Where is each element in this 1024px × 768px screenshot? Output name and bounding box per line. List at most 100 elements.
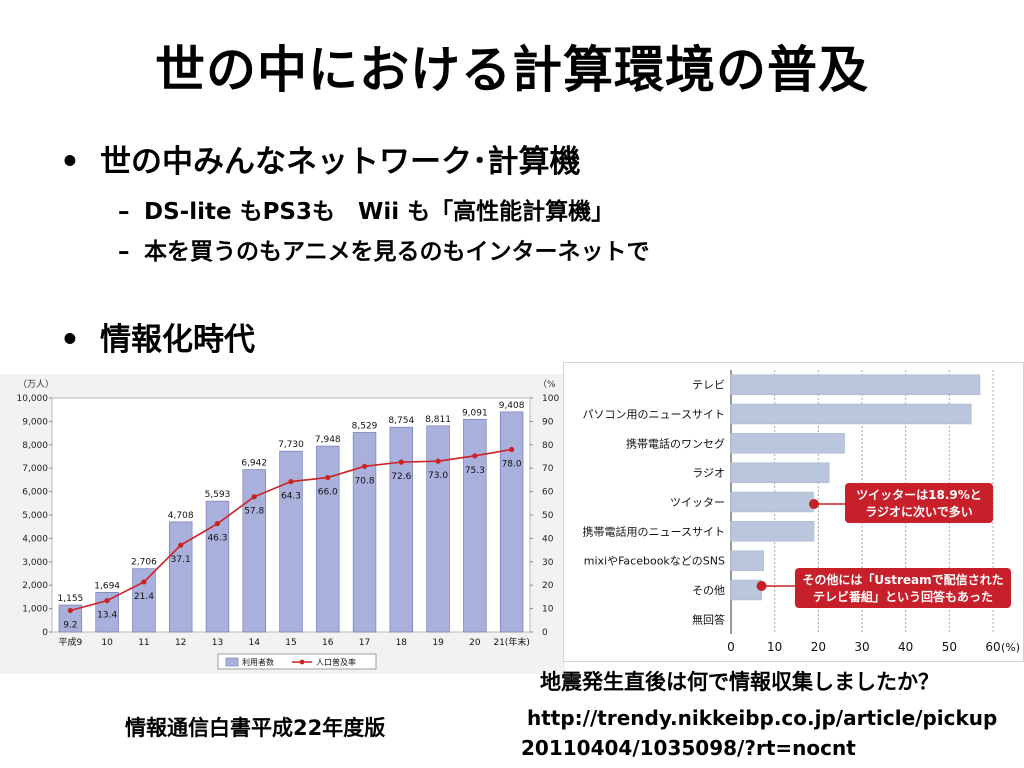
y-tick-label: 0: [42, 628, 48, 638]
bar-value-label: 7,948: [315, 435, 341, 445]
line-value-label: 66.0: [318, 488, 338, 498]
line-value-label: 46.3: [207, 534, 227, 544]
bar-value-label: 4,708: [168, 511, 194, 521]
category-label: mixiやFacebookなどのSNS: [584, 555, 725, 568]
bar-users: [352, 432, 377, 633]
bullet-dot: •: [60, 144, 80, 180]
x-tick-label: 13: [212, 638, 223, 648]
bar-source: [730, 550, 764, 571]
bullet-dot: •: [60, 322, 80, 358]
y2-axis-unit: （%: [538, 379, 556, 390]
x-tick-label: 20: [469, 638, 481, 648]
annotation-text: その他には「Ustreamで配信された: [802, 572, 1003, 587]
category-label: ラジオ: [692, 467, 725, 480]
y-tick-label: 1,000: [22, 605, 48, 615]
source-url-line1[interactable]: http://trendy.nikkeibp.co.jp/article/pic…: [527, 706, 998, 730]
bar-users: [58, 604, 83, 633]
bar-source: [730, 374, 981, 395]
line-value-label: 21.4: [134, 592, 154, 602]
annotation-text: ラジオに次いで多い: [865, 504, 972, 519]
line-point: [361, 463, 368, 469]
bar-source: [730, 521, 815, 542]
annotation-box: [845, 483, 993, 523]
line-point: [325, 474, 331, 481]
y-tick-label: 5,000: [22, 511, 48, 521]
y-tick-label: 4,000: [22, 534, 48, 544]
x-tick-label: 40: [898, 640, 913, 654]
y2-tick-label: 20: [542, 581, 554, 591]
line-value-label: 73.0: [428, 471, 448, 481]
line-value-label: 13.4: [97, 611, 117, 621]
annotation-marker: [808, 499, 819, 509]
source-url[interactable]: http://trendy.nikkeibp.co.jp/article/pic…: [521, 703, 998, 763]
line-value-label: 72.6: [391, 472, 411, 482]
x-tick-label: 14: [249, 638, 261, 648]
x-axis-unit: (%): [1001, 641, 1020, 654]
bar-source: [730, 433, 845, 454]
category-label: ツイッター: [670, 496, 725, 509]
sub-bullet-dash: –: [118, 239, 130, 265]
x-tick-label: 11: [138, 638, 149, 648]
bullet-item-info-age: • 情報化時代: [60, 314, 255, 359]
x-tick-label: 0: [727, 640, 735, 654]
bar-users: [316, 445, 340, 633]
x-tick-label: 17: [359, 638, 370, 648]
line-value-label: 78.0: [502, 459, 522, 469]
bar-users: [389, 426, 414, 633]
bar-users: [205, 500, 230, 633]
sub-bullet-dash: –: [118, 199, 130, 225]
source-url-line2[interactable]: 20110404/1035098/?rt=nocnt: [521, 736, 856, 760]
sub-bullet-item-internet: – 本を買うのもアニメを見るのもインターネットで: [118, 232, 650, 266]
y2-tick-label: 80: [542, 441, 554, 451]
line-point: [67, 607, 73, 614]
bar-value-label: 2,706: [131, 558, 157, 568]
bar-value-label: 6,942: [241, 459, 267, 469]
y-tick-label: 7,000: [22, 464, 48, 474]
line-point: [398, 459, 404, 465]
category-label: 無回答: [692, 612, 725, 626]
sub-bullet-item-devices: – DS-lite もPS3も Wii も「高性能計算機」: [118, 192, 614, 226]
y2-tick-label: 100: [542, 394, 559, 404]
category-label: その他: [692, 584, 725, 597]
line-point: [178, 542, 184, 548]
x-tick-label: 20: [811, 640, 826, 654]
bar-users: [426, 425, 450, 633]
legend-label-line: 人口普及率: [316, 657, 356, 667]
line-point: [214, 521, 221, 527]
x-tick-label: 18: [396, 638, 408, 648]
bar-value-label: 8,529: [352, 421, 378, 431]
bar-value-label: 7,730: [278, 440, 304, 450]
annotation-marker: [756, 581, 767, 591]
bar-value-label: 8,811: [425, 415, 451, 425]
y-axis-unit: （万人）: [18, 379, 54, 390]
bar-users: [242, 469, 266, 633]
y2-tick-label: 0: [542, 628, 548, 638]
bar-source: [730, 579, 762, 601]
legend-label-bar: 利用者数: [242, 657, 274, 667]
line-point: [104, 598, 110, 604]
line-point: [141, 579, 147, 585]
category-label: パソコン用のニュースサイト: [583, 408, 725, 421]
x-tick-label: 10: [101, 638, 113, 648]
y2-tick-label: 70: [542, 464, 554, 474]
bar-source: [730, 462, 830, 483]
x-tick-label: 平成9: [59, 636, 83, 648]
sub-bullet-text: DS-lite もPS3も Wii も「高性能計算機」: [144, 199, 615, 225]
internet-users-chart: （万人） （% 0 1,000 2,000 3,000 4,000 5,000 6,000 7,0…: [0, 374, 565, 674]
y2-tick-label: 40: [542, 534, 554, 544]
x-tick-label: 12: [175, 638, 186, 648]
bullet-item-network: • 世の中みんなネットワーク･計算機: [60, 136, 581, 181]
legend-swatch-bar: [225, 657, 239, 667]
bar-users: [279, 450, 303, 633]
line-point: [435, 458, 441, 464]
bar-source: [730, 403, 972, 425]
y-tick-label: 9,000: [22, 417, 48, 427]
bullet-text: 世の中みんなネットワーク･計算機: [100, 144, 581, 180]
slide-title: 世の中における計算環境の普及: [155, 41, 869, 99]
info-source-chart: 0 10 20 30 40 50 60 (%) テレビパソコン用のニュースサイト携帯電話のワンセ…: [563, 362, 1024, 662]
y-tick-label: 3,000: [22, 558, 48, 568]
x-tick-label: 21(年末): [493, 636, 529, 648]
x-tick-label: 30: [854, 640, 869, 654]
y-tick-label: 8,000: [22, 441, 48, 451]
bar-value-label: 9,408: [499, 401, 525, 411]
